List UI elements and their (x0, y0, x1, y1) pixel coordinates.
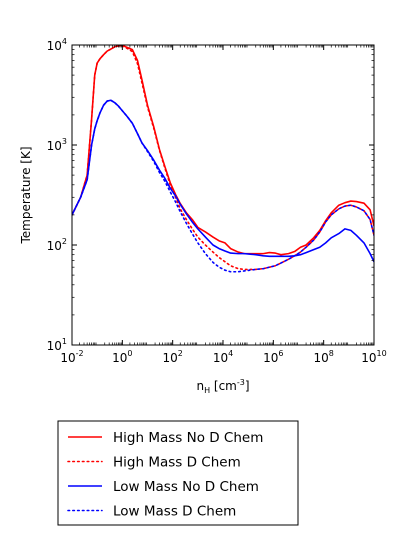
x-tick-label-7: 1010 (361, 349, 386, 365)
y-tick-label-3: 103 (47, 137, 67, 153)
y-tick-label-exp: 2 (62, 237, 67, 246)
y-tick-label-base: 10 (47, 339, 62, 353)
y-tick-label-exp: 3 (62, 137, 67, 146)
y-tick-label-exp: 1 (62, 337, 67, 346)
legend: High Mass No D Chem High Mass D Chem Low M… (57, 420, 299, 526)
x-tick-label-exp: 8 (329, 349, 334, 358)
series-layer (72, 45, 374, 273)
x-axis-label-main: n (196, 379, 204, 393)
x-tick-label-exp: 6 (278, 349, 283, 358)
x-tick-label-6: 108 (313, 349, 333, 365)
y-axis-label: Temperature [K] (19, 146, 33, 244)
x-tick-label-base: 10 (60, 351, 75, 365)
x-tick-label-exp: 10 (377, 349, 387, 358)
x-axis-label-rest: [cm (210, 379, 237, 393)
x-tick-label-exp: 4 (228, 349, 233, 358)
x-tick-label-2: 100 (112, 349, 132, 365)
series-line-3 (72, 99, 374, 263)
x-tick-label-5: 106 (263, 349, 283, 365)
x-axis-label-end: ] (245, 379, 250, 393)
y-tick-label-base: 10 (47, 39, 62, 53)
x-tick-label-exp: -2 (76, 349, 84, 358)
plot-frame (71, 44, 375, 346)
x-tick-label-base: 10 (263, 351, 278, 365)
x-tick-label-base: 10 (361, 351, 376, 365)
y-tick-label-base: 10 (47, 239, 62, 253)
x-tick-label-base: 10 (112, 351, 127, 365)
x-axis-label-sup: -3 (237, 378, 245, 387)
x-tick-label-4: 104 (213, 349, 233, 365)
y-tick-label-base: 10 (47, 139, 62, 153)
x-tick-label-exp: 2 (178, 349, 183, 358)
legend-items: High Mass No D Chem High Mass D Chem Low M… (67, 430, 263, 520)
y-tick-label-exp: 4 (62, 37, 67, 46)
x-tick-label-1: 10-2 (60, 349, 83, 365)
x-axis-label-sub: H (204, 386, 210, 395)
legend-label-4: Low Mass D Chem (113, 504, 236, 520)
legend-label-3: Low Mass No D Chem (113, 479, 259, 495)
x-tick-label-base: 10 (162, 351, 177, 365)
x-axis-label: nH [cm-3] (196, 378, 249, 395)
legend-label-1: High Mass No D Chem (113, 430, 263, 446)
y-tick-label-4: 104 (47, 37, 67, 53)
legend-frame (57, 420, 299, 526)
x-tick-label-3: 102 (162, 349, 182, 365)
y-tick-label-1: 101 (47, 337, 67, 353)
x-tick-label-base: 10 (313, 351, 328, 365)
series-line-1 (72, 45, 374, 256)
x-tick-label-base: 10 (213, 351, 228, 365)
y-tick-label-2: 102 (47, 237, 67, 253)
series-line-4 (72, 99, 374, 273)
series-line-2 (72, 45, 374, 271)
x-tick-label-exp: 0 (127, 349, 132, 358)
legend-label-2: High Mass D Chem (113, 455, 241, 471)
